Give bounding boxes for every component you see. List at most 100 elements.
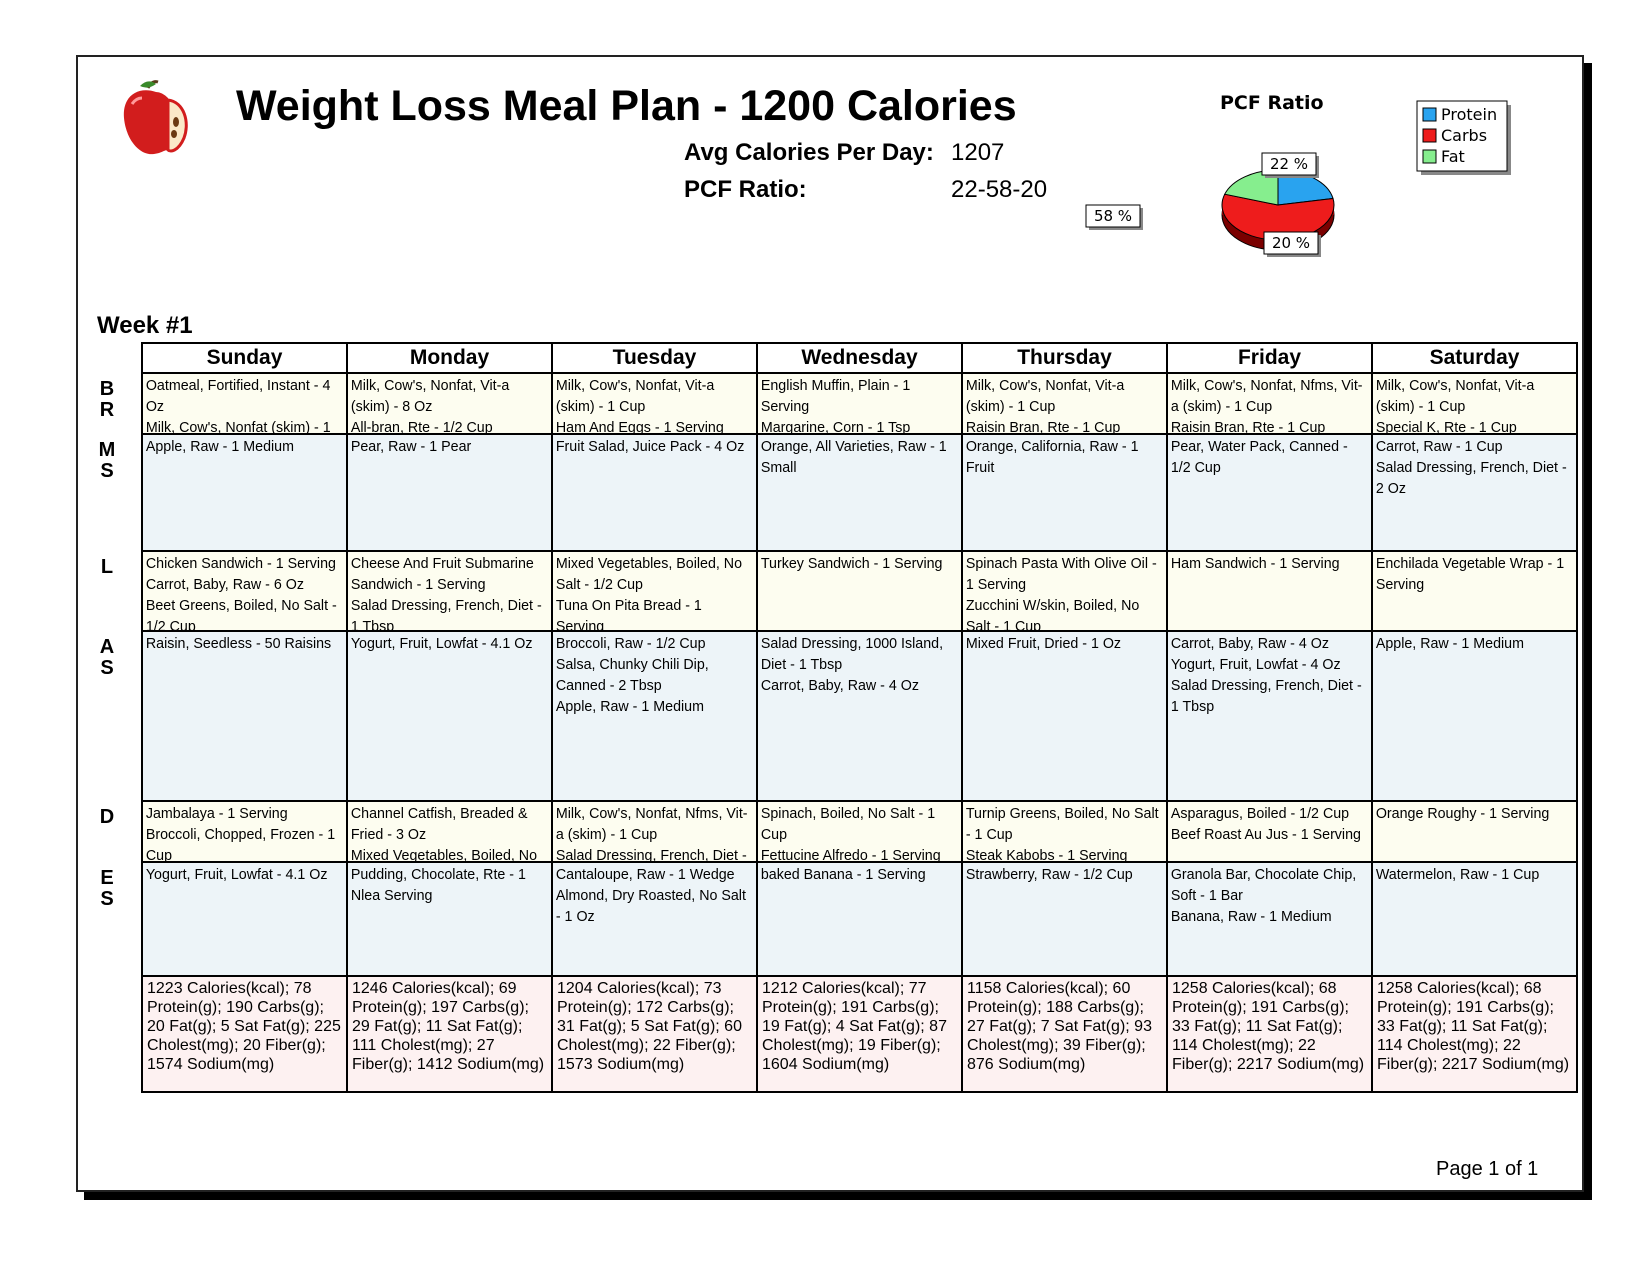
daily-total-cell: 1258 Calories(kcal); 68 Protein(g); 191 … bbox=[1371, 975, 1578, 1093]
food-item: Pear, Raw - 1 Pear bbox=[350, 438, 472, 455]
legend-swatch bbox=[1422, 149, 1437, 164]
meal-cell: Apple, Raw - 1 Medium bbox=[141, 433, 348, 552]
meal-cell: Chicken Sandwich - 1 Serving Carrot, Baby… bbox=[141, 550, 348, 632]
food-item: Pear, Water Pack, Canned - 1/2 Cup bbox=[1170, 438, 1348, 476]
pie-value-label: 58 % bbox=[1085, 204, 1143, 230]
meal-row-label: A S bbox=[99, 636, 115, 679]
header-corner bbox=[121, 343, 142, 373]
food-item: Broccoli, Raw - 1/2 Cup bbox=[555, 635, 706, 652]
food-item: Milk, Cow's, Nonfat (skim) - 1 Cup bbox=[145, 419, 331, 433]
daily-total-cell: 1204 Calories(kcal); 73 Protein(g); 172 … bbox=[551, 975, 758, 1093]
daily-total-text: 1258 Calories(kcal); 68 Protein(g); 191 … bbox=[1377, 980, 1570, 1073]
meal-row: M S Apple, Raw - 1 Medium Pear, Raw - 1 Pe… bbox=[99, 433, 1578, 552]
food-item: Mixed Fruit, Dried - 1 Oz bbox=[965, 635, 1122, 652]
food-item: Raisin Bran, Rte - 1 Cup bbox=[965, 419, 1121, 433]
meal-row-label: B R bbox=[99, 378, 115, 421]
food-item: English Muffin, Plain - 1 Serving bbox=[760, 377, 911, 415]
day-header-monday: Monday bbox=[346, 342, 553, 374]
day-header-saturday: Saturday bbox=[1371, 342, 1578, 374]
food-item: Carrot, Baby, Raw - 4 Oz bbox=[1170, 635, 1329, 652]
legend-label: Protein bbox=[1441, 105, 1497, 124]
food-item: Mixed Vegetables, Boiled, No Salt - 1/2 … bbox=[555, 555, 743, 593]
food-item: Spinach Pasta With Olive Oil - 1 Serving bbox=[965, 555, 1157, 593]
meal-cell: Cantaloupe, Raw - 1 Wedge Almond, Dry Roa… bbox=[551, 861, 758, 977]
food-item: Beef Roast Au Jus - 1 Serving bbox=[1170, 826, 1361, 843]
food-item: Special K, Rte - 1 Cup bbox=[1375, 419, 1517, 433]
daily-total-text: 1158 Calories(kcal); 60 Protein(g); 188 … bbox=[967, 980, 1152, 1073]
meal-cell: Enchilada Vegetable Wrap - 1 Serving bbox=[1371, 550, 1578, 632]
food-item: Turnip Greens, Boiled, No Salt - 1 Cup bbox=[965, 805, 1159, 843]
legend-label: Carbs bbox=[1441, 126, 1487, 145]
meal-cell: Milk, Cow's, Nonfat, Vit-a (skim) - 1 Cu… bbox=[961, 372, 1168, 435]
food-item: Raisin Bran, Rte - 1 Cup bbox=[1170, 419, 1326, 433]
avg-calories-label: Avg Calories Per Day: bbox=[684, 139, 934, 166]
daily-total-text: 1246 Calories(kcal); 69 Protein(g); 197 … bbox=[352, 980, 545, 1073]
food-item: Banana, Raw - 1 Medium bbox=[1170, 908, 1332, 925]
food-item: Watermelon, Raw - 1 Cup bbox=[1375, 866, 1540, 883]
food-item: Raisin, Seedless - 50 Raisins bbox=[145, 635, 332, 652]
meal-cell: Pear, Raw - 1 Pear bbox=[346, 433, 553, 552]
meal-cell: Strawberry, Raw - 1/2 Cup bbox=[961, 861, 1168, 977]
meal-row: D Jambalaya - 1 Serving Broccoli, Chopped,… bbox=[100, 800, 1578, 863]
food-item: All-bran, Rte - 1/2 Cup bbox=[350, 419, 493, 433]
meal-cell: Raisin, Seedless - 50 Raisins bbox=[141, 630, 348, 802]
food-item: Yogurt, Fruit, Lowfat - 4.1 Oz bbox=[145, 866, 328, 883]
food-item: Milk, Cow's, Nonfat, Vit-a (skim) - 1 Cu… bbox=[965, 377, 1125, 415]
food-item: Ham And Eggs - 1 Serving bbox=[555, 419, 724, 433]
meal-cell: Milk, Cow's, Nonfat, Vit-a (skim) - 1 Cu… bbox=[1371, 372, 1578, 435]
food-item: Channel Catfish, Breaded & Fried - 3 Oz bbox=[350, 805, 528, 843]
daily-total-cell: 1212 Calories(kcal); 77 Protein(g); 191 … bbox=[756, 975, 963, 1093]
day-header-row: Sunday Monday Tuesday Wednesday Thursday Frid… bbox=[121, 342, 1578, 374]
meal-cell: Apple, Raw - 1 Medium bbox=[1371, 630, 1578, 802]
food-item: Tuna On Pita Bread - 1 Serving bbox=[555, 597, 702, 630]
day-header-tuesday: Tuesday bbox=[551, 342, 758, 374]
food-item: Steak Kabobs - 1 Serving bbox=[965, 847, 1128, 861]
food-item: Mixed Vegetables, Boiled, No Salt - 4 Oz bbox=[350, 847, 538, 861]
meal-row-label: D bbox=[99, 806, 115, 828]
apple-icon bbox=[123, 80, 188, 155]
food-item: Zucchini W/skin, Boiled, No Salt - 1 Cup bbox=[965, 597, 1140, 630]
daily-total-cell: 1158 Calories(kcal); 60 Protein(g); 188 … bbox=[961, 975, 1168, 1093]
day-header-wednesday: Wednesday bbox=[756, 342, 963, 374]
food-item: Yogurt, Fruit, Lowfat - 4 Oz bbox=[1170, 656, 1341, 673]
food-item: Fruit Salad, Juice Pack - 4 Oz bbox=[555, 438, 745, 455]
pcf-ratio-label: PCF Ratio: bbox=[684, 176, 807, 203]
meal-cell: Carrot, Raw - 1 Cup Salad Dressing, Frenc… bbox=[1371, 433, 1578, 552]
meal-cell: Pear, Water Pack, Canned - 1/2 Cup bbox=[1166, 433, 1373, 552]
food-item: Jambalaya - 1 Serving bbox=[145, 805, 288, 822]
pcf-pie-chart: 22 % 58 % 20 % Protein Carbs Fat bbox=[1085, 100, 1511, 257]
food-item: Chicken Sandwich - 1 Serving bbox=[145, 555, 336, 572]
food-item: Fettucine Alfredo - 1 Serving bbox=[760, 847, 941, 861]
legend-label: Fat bbox=[1441, 147, 1465, 166]
daily-totals-row: 1223 Calories(kcal); 78 Protein(g); 190 … bbox=[121, 975, 1578, 1093]
food-item: Salsa, Chunky Chili Dip, Canned - 2 Tbsp bbox=[555, 656, 709, 694]
page-title: Weight Loss Meal Plan - 1200 Calories bbox=[236, 82, 1017, 130]
food-item: Milk, Cow's, Nonfat, Nfms, Vit-a (skim) … bbox=[555, 805, 748, 843]
food-item: Cheese And Fruit Submarine Sandwich - 1 … bbox=[350, 555, 534, 593]
svg-text:58 %: 58 % bbox=[1094, 207, 1132, 225]
meal-cell: Jambalaya - 1 Serving Broccoli, Chopped, … bbox=[141, 800, 348, 863]
food-item: Carrot, Baby, Raw - 4 Oz bbox=[760, 677, 919, 694]
meal-row: E S Yogurt, Fruit, Lowfat - 4.1 Oz Pudding… bbox=[100, 861, 1578, 977]
legend-swatch bbox=[1422, 107, 1437, 122]
food-item: Pudding, Chocolate, Rte - 1 Nlea Serving bbox=[350, 866, 526, 904]
avg-calories-value: 1207 bbox=[951, 139, 1005, 166]
food-item: Salad Dressing, French, Diet - 2 Oz bbox=[1375, 459, 1567, 497]
day-header-thursday: Thursday bbox=[961, 342, 1168, 374]
food-item: baked Banana - 1 Serving bbox=[760, 866, 926, 883]
food-item: Beet Greens, Boiled, No Salt - 1/2 Cup bbox=[145, 597, 337, 630]
meal-plan-table: Sunday Monday Tuesday Wednesday Thursday Frid… bbox=[99, 342, 1578, 1093]
daily-total-cell: 1258 Calories(kcal); 68 Protein(g); 191 … bbox=[1166, 975, 1373, 1093]
chart-legend: Protein Carbs Fat bbox=[1416, 100, 1511, 175]
meal-cell: English Muffin, Plain - 1 Serving Margari… bbox=[756, 372, 963, 435]
food-item: Enchilada Vegetable Wrap - 1 Serving bbox=[1375, 555, 1565, 593]
legend-swatch bbox=[1422, 128, 1437, 143]
food-item: Yogurt, Fruit, Lowfat - 4.1 Oz bbox=[350, 635, 533, 652]
meal-cell: Milk, Cow's, Nonfat, Nfms, Vit-a (skim) … bbox=[551, 800, 758, 863]
meal-cell: Ham Sandwich - 1 Serving bbox=[1166, 550, 1373, 632]
meal-cell: Milk, Cow's, Nonfat, Nfms, Vit-a (skim) … bbox=[1166, 372, 1373, 435]
food-item: Turkey Sandwich - 1 Serving bbox=[760, 555, 943, 572]
meal-cell: Turkey Sandwich - 1 Serving bbox=[756, 550, 963, 632]
food-item: Broccoli, Chopped, Frozen - 1 Cup bbox=[145, 826, 336, 861]
daily-total-text: 1204 Calories(kcal); 73 Protein(g); 172 … bbox=[557, 980, 742, 1073]
